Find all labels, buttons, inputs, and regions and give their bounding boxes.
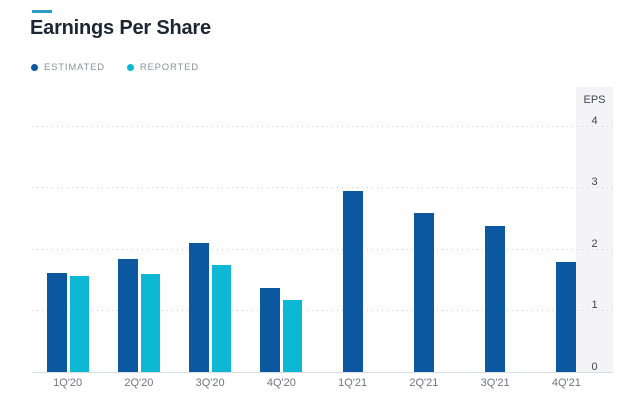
- bars-3q20: [188, 243, 233, 372]
- gridline-3: [32, 187, 613, 188]
- bar-group-4q21: 4Q'21: [531, 0, 602, 389]
- bar-group-1q21: 1Q'21: [317, 0, 388, 389]
- bar-estimated-1q20[interactable]: [46, 273, 67, 372]
- bar-estimated-4q20[interactable]: [260, 288, 281, 372]
- chart-legend: ESTIMATED REPORTED: [31, 62, 199, 73]
- bar-group-2q20: 2Q'20: [103, 0, 174, 389]
- chart-title: Earnings Per Share: [30, 17, 211, 39]
- y-tick-label-3: 3: [591, 176, 598, 188]
- y-axis-title: EPS: [583, 94, 606, 106]
- bar-groups: 1Q'20 2Q'20 3Q'20 4Q'20 1Q'21 2Q'21 3Q'21 4Q'21: [32, 0, 602, 389]
- bar-reported-4q20[interactable]: [283, 300, 303, 372]
- bar-estimated-1q21[interactable]: [342, 191, 363, 372]
- bars-2q21: [412, 213, 435, 372]
- legend-item-reported[interactable]: REPORTED: [126, 62, 199, 73]
- bars-4q21: [555, 262, 578, 372]
- x-axis-label-1q20: 1Q'20: [53, 377, 83, 389]
- y-axis-panel: EPS 0 1 2 3 4: [576, 87, 613, 373]
- x-axis-label-3q20: 3Q'20: [195, 377, 225, 389]
- title-accent-dash: [32, 10, 52, 13]
- legend-item-estimated[interactable]: ESTIMATED: [31, 62, 105, 73]
- y-tick-label-0: 0: [591, 361, 598, 373]
- estimated-dot-icon: [31, 64, 38, 71]
- y-tick-label-4: 4: [591, 115, 598, 127]
- x-axis-label-4q21: 4Q'21: [551, 377, 581, 389]
- bar-estimated-2q20[interactable]: [117, 259, 138, 372]
- gridline-4: [32, 126, 613, 127]
- gridline-2: [32, 249, 613, 250]
- y-tick-label-2: 2: [591, 238, 598, 250]
- bar-group-3q20: 3Q'20: [175, 0, 246, 389]
- bar-reported-3q20[interactable]: [212, 265, 232, 372]
- bar-group-2q21: 2Q'21: [388, 0, 459, 389]
- y-tick-label-1: 1: [591, 299, 598, 311]
- bar-estimated-3q20[interactable]: [189, 243, 210, 372]
- bar-group-1q20: 1Q'20: [32, 0, 103, 389]
- bars-2q20: [116, 259, 161, 372]
- bars-4q20: [259, 288, 304, 372]
- x-axis-baseline: [32, 372, 613, 373]
- legend-label-reported: REPORTED: [139, 62, 199, 73]
- bar-estimated-2q21[interactable]: [413, 213, 434, 372]
- x-axis-label-3q21: 3Q'21: [480, 377, 510, 389]
- x-axis-label-4q20: 4Q'20: [266, 377, 296, 389]
- x-axis-label-2q20: 2Q'20: [124, 377, 154, 389]
- bar-estimated-3q21[interactable]: [485, 226, 506, 372]
- bar-reported-2q20[interactable]: [140, 274, 160, 372]
- bar-reported-1q20[interactable]: [69, 276, 89, 372]
- bars-3q21: [484, 226, 507, 372]
- bar-group-3q21: 3Q'21: [460, 0, 531, 389]
- x-axis-label-2q21: 2Q'21: [409, 377, 439, 389]
- bar-group-4q20: 4Q'20: [246, 0, 317, 389]
- gridline-1: [32, 310, 613, 311]
- bars-1q20: [45, 273, 90, 372]
- bars-1q21: [341, 191, 364, 372]
- x-axis-label-1q21: 1Q'21: [338, 377, 368, 389]
- reported-dot-icon: [126, 64, 134, 71]
- legend-label-estimated: ESTIMATED: [44, 62, 105, 73]
- bar-estimated-4q21[interactable]: [556, 262, 577, 372]
